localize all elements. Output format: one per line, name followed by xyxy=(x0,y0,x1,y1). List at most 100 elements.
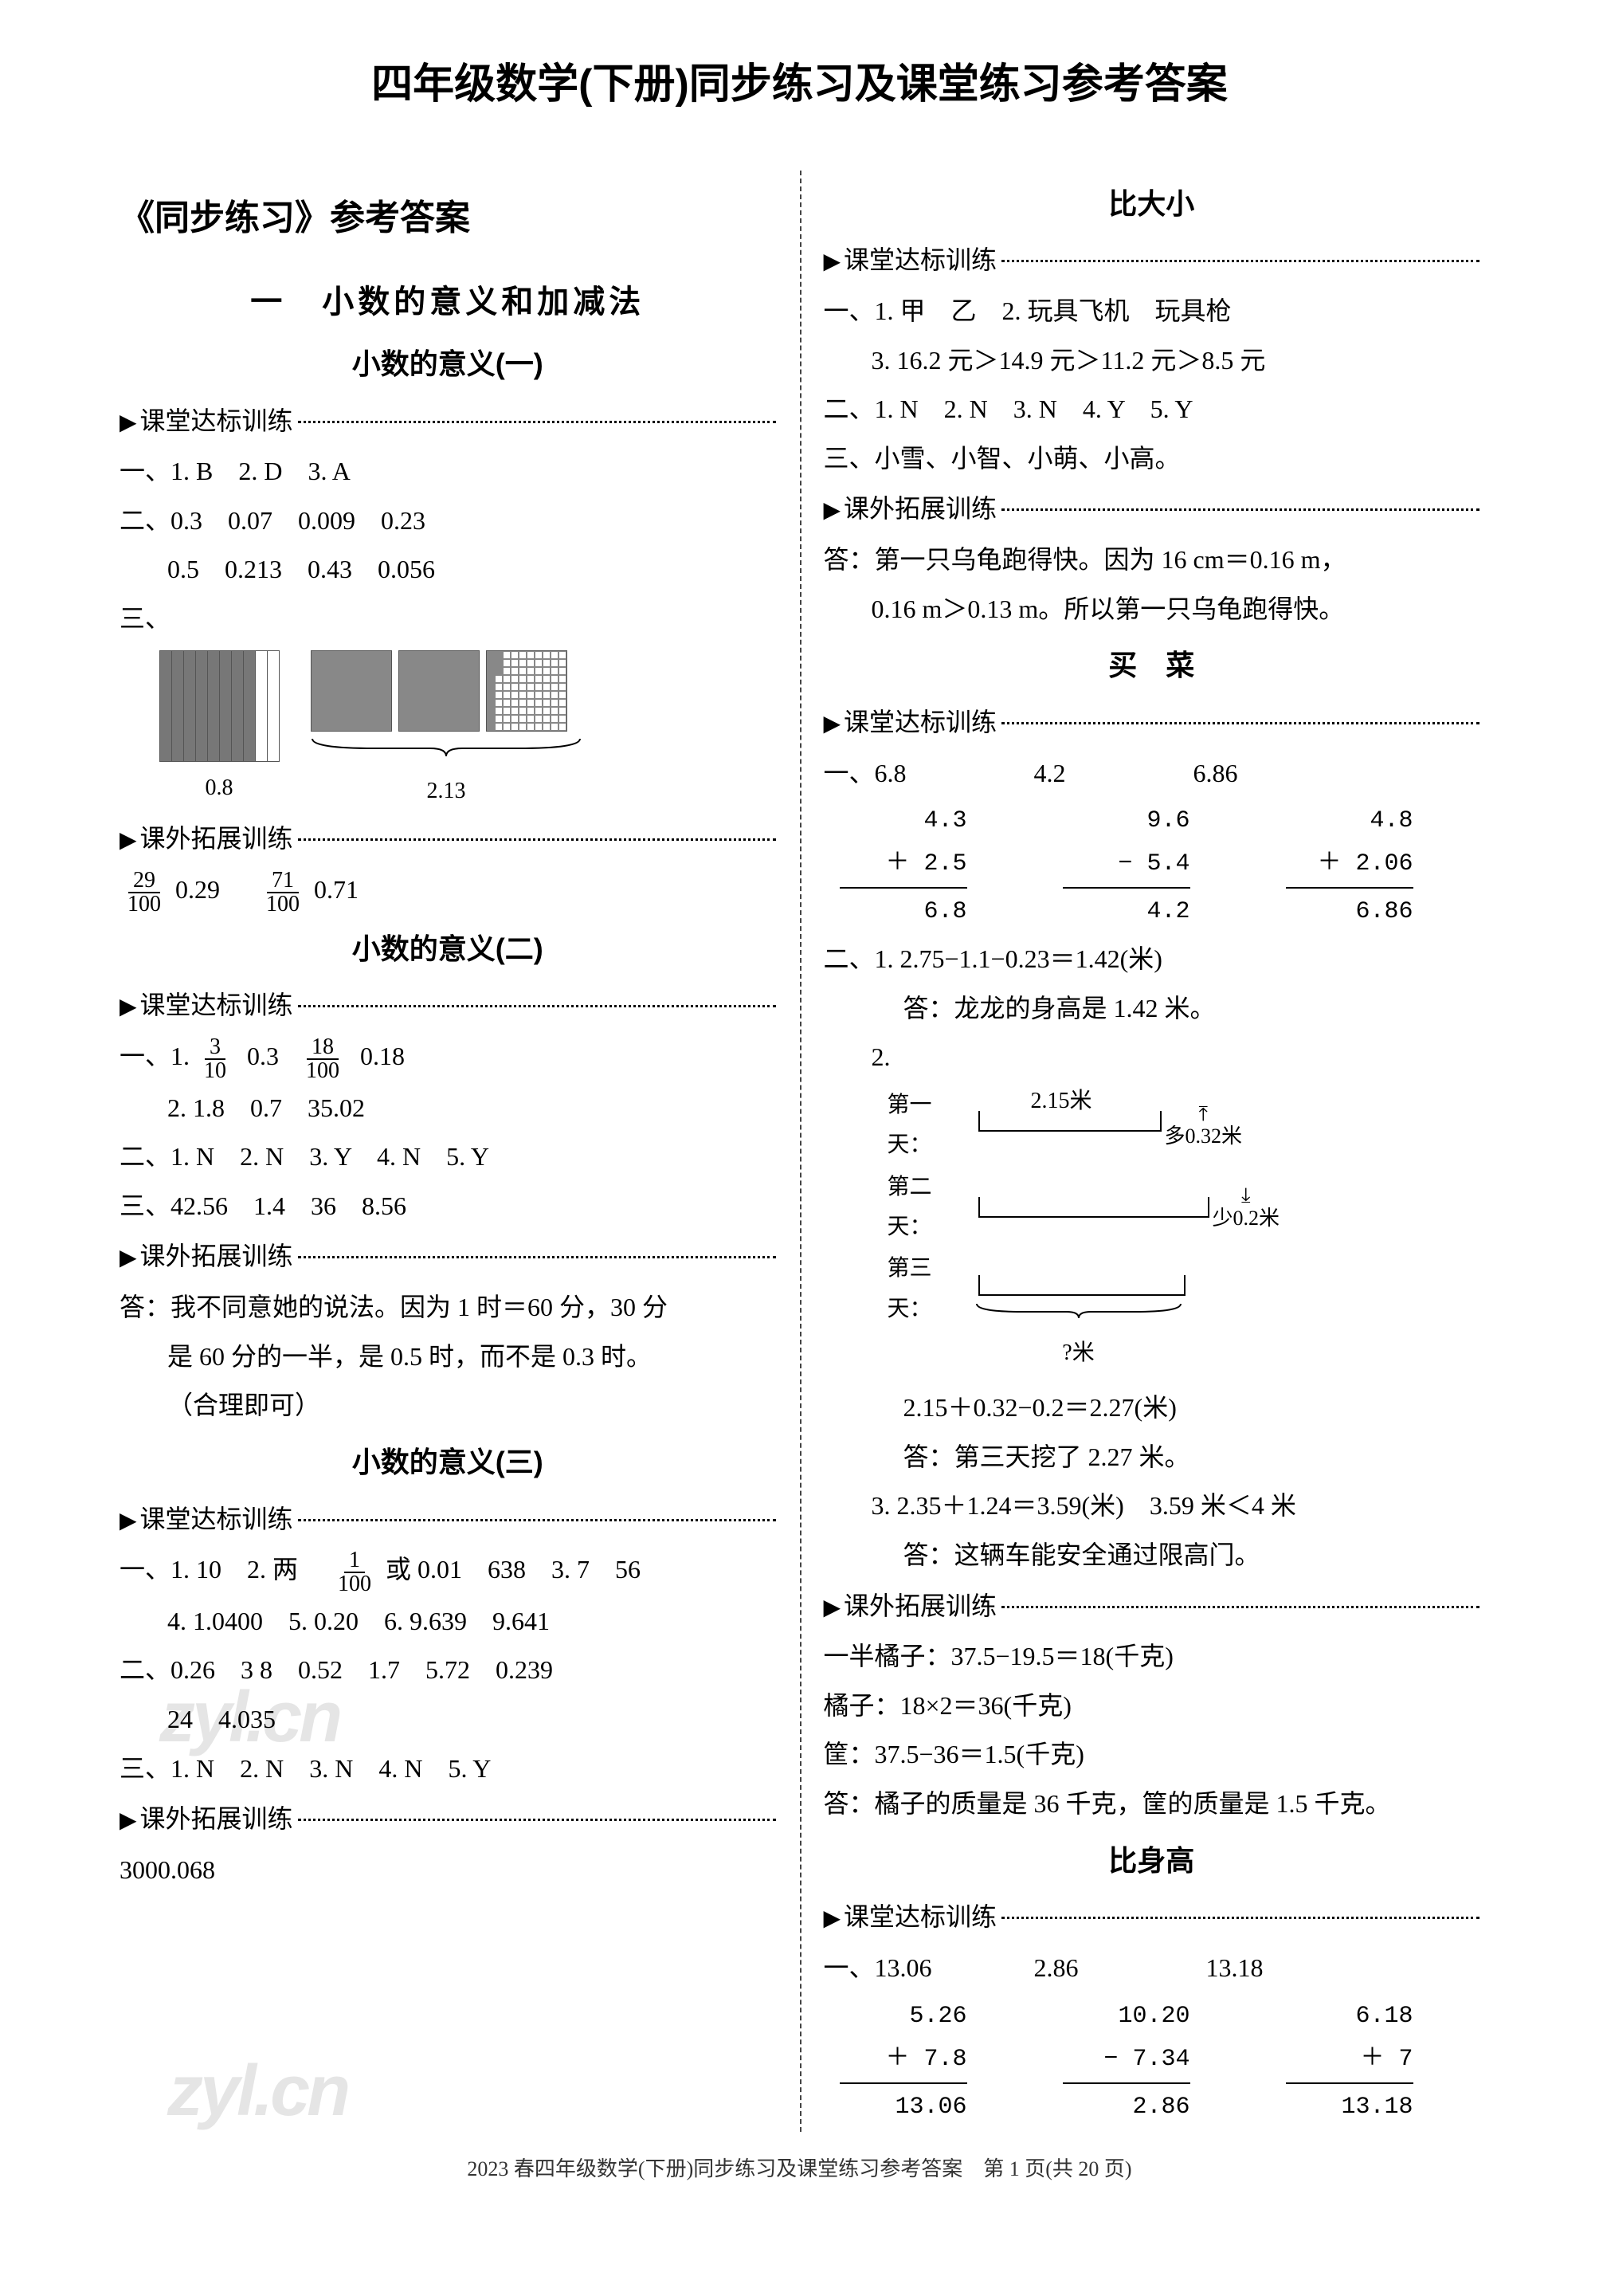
section-1-title: 小数的意义(一) xyxy=(120,339,776,391)
answer-line: 0.16 m＞0.13 m。所以第一只乌龟跑得快。 xyxy=(824,587,1480,633)
section-label: ▶ 课外拓展训练 xyxy=(120,1234,776,1280)
fraction: 310 xyxy=(199,1036,231,1082)
dot-leader xyxy=(298,421,776,423)
section-label: ▶ 课堂达标训练 xyxy=(120,398,776,445)
calc-1: 5.26＋ 7.813.06 xyxy=(840,1995,967,2129)
section-label: ▶ 课堂达标训练 xyxy=(824,237,1480,284)
answer-line: 三、小雪、小智、小萌、小高。 xyxy=(824,436,1480,482)
answer-line: 答：橘子的质量是 36 千克，筐的质量是 1.5 千克。 xyxy=(824,1781,1480,1827)
section-label: ▶ 课堂达标训练 xyxy=(824,1894,1480,1941)
length-diagram: 第一天： 2.15米 ⤒多0.32米 第二天： ⤓少0.2米 第三天： xyxy=(888,1085,1480,1329)
label-text: 课外拓展训练 xyxy=(140,1234,293,1280)
answer-line: 一、1. B 2. D 3. A xyxy=(120,449,776,495)
answer-line: 橘子：18×2＝36(千克) xyxy=(824,1683,1480,1729)
calc-2: 9.6− 5.44.2 xyxy=(1063,799,1190,933)
day3-label: 第三天： xyxy=(888,1249,975,1329)
answer-line: 答：第三天挖了 2.27 米。 xyxy=(824,1435,1480,1481)
chapter-title: 一 小数的意义和加减法 xyxy=(120,273,776,331)
page-footer: 2023 春四年级数学(下册)同步练习及课堂练习参考答案 第 1 页(共 20 … xyxy=(96,2151,1503,2188)
calc-3: 4.8＋ 2.066.86 xyxy=(1286,799,1413,933)
triangle-icon: ▶ xyxy=(824,241,841,281)
answer-line: 一、1. 甲 乙 2. 玩具飞机 玩具枪 xyxy=(824,288,1480,335)
answer-line: （合理即可） xyxy=(120,1383,776,1429)
triangle-icon: ▶ xyxy=(120,1238,137,1278)
answer-line: 一、1. 10 2. 两 1100 或 0.01 638 3. 7 56 xyxy=(120,1547,776,1595)
answer-line: 一、6.8 4.2 6.86 xyxy=(824,751,1480,797)
two-column-layout: 《同步练习》参考答案 一 小数的意义和加减法 小数的意义(一) ▶ 课堂达标训练… xyxy=(96,171,1503,2132)
section-title: 比大小 xyxy=(824,179,1480,230)
label-text: 课堂达标训练 xyxy=(140,398,293,445)
section-label: ▶ 课堂达标训练 xyxy=(120,983,776,1029)
triangle-icon: ▶ xyxy=(120,1800,137,1840)
calc-row: 5.26＋ 7.813.06 10.20− 7.342.86 6.18＋ 713… xyxy=(840,1995,1480,2129)
grid-label: 2.13 xyxy=(311,771,582,811)
triangle-icon: ▶ xyxy=(824,704,841,744)
day1-label: 第一天： xyxy=(888,1085,975,1166)
answer-line: 是 60 分的一半，是 0.5 时，而不是 0.3 时。 xyxy=(120,1334,776,1380)
answer-line: 二、1. N 2. N 3. Y 4. N 5. Y xyxy=(120,1134,776,1180)
value: 0.29 xyxy=(175,875,220,904)
answer-line: 2.15＋0.32−0.2＝2.27(米) xyxy=(824,1385,1480,1431)
fraction: 1100 xyxy=(333,1549,376,1595)
dot-leader xyxy=(1001,1917,1479,1919)
question-label: ?米 xyxy=(975,1333,1182,1373)
dot-leader xyxy=(298,1256,776,1258)
label-text: 课堂达标训练 xyxy=(140,983,293,1029)
day2-label: 第二天： xyxy=(888,1168,975,1248)
section-label: ▶ 课外拓展训练 xyxy=(824,1584,1480,1630)
answer-line: 一半橘子：37.5−19.5＝18(千克) xyxy=(824,1634,1480,1680)
label-text: 课外拓展训练 xyxy=(844,1584,997,1630)
answer-line: 二、1. 2.75−1.1−0.23＝1.42(米) xyxy=(824,936,1480,983)
left-header: 《同步练习》参考答案 xyxy=(120,186,776,249)
dot-leader xyxy=(298,838,776,841)
answer-line: 二、0.3 0.07 0.009 0.23 xyxy=(120,498,776,544)
answer-line: 答：这辆车能安全通过限高门。 xyxy=(824,1533,1480,1579)
answer-line: 三、 xyxy=(120,596,776,642)
fraction: 29100 xyxy=(123,869,166,916)
answer-line: 3. 2.35＋1.24＝3.59(米) 3.59 米＜4 米 xyxy=(824,1483,1480,1529)
section-title: 比身高 xyxy=(824,1835,1480,1887)
label-text: 课堂达标训练 xyxy=(844,1894,997,1941)
triangle-icon: ▶ xyxy=(120,987,137,1026)
section-2-title: 小数的意义(二) xyxy=(120,924,776,975)
calc-3: 6.18＋ 713.18 xyxy=(1286,1995,1413,2129)
grid-figures: 0.8 2.13 xyxy=(159,650,776,812)
label-text: 课堂达标训练 xyxy=(844,700,997,746)
triangle-icon: ▶ xyxy=(120,402,137,442)
answer-line: 二、0.26 3 8 0.52 1.7 5.72 0.239 xyxy=(120,1647,776,1694)
answer-line: 2. 1.8 0.7 35.02 xyxy=(120,1085,776,1132)
section-label: ▶ 课堂达标训练 xyxy=(120,1497,776,1543)
section-title: 买 菜 xyxy=(824,640,1480,692)
dot-leader xyxy=(1001,508,1479,511)
calc-2: 10.20− 7.342.86 xyxy=(1063,1995,1190,2129)
fraction: 18100 xyxy=(301,1036,344,1082)
answer-line: 24 4.035 xyxy=(120,1697,776,1743)
grid-label: 0.8 xyxy=(159,768,279,808)
section-label: ▶ 课外拓展训练 xyxy=(824,486,1480,532)
label-text: 课外拓展训练 xyxy=(140,1796,293,1843)
section-label: ▶ 课外拓展训练 xyxy=(120,816,776,862)
section-label: ▶ 课外拓展训练 xyxy=(120,1796,776,1843)
grid-brace: 2.13 xyxy=(311,732,582,812)
grid-0.8: 0.8 xyxy=(159,650,279,808)
right-column: 比大小 ▶ 课堂达标训练 一、1. 甲 乙 2. 玩具飞机 玩具枪 3. 16.… xyxy=(800,171,1504,2132)
answer-line: 三、42.56 1.4 36 8.56 xyxy=(120,1183,776,1230)
page-title: 四年级数学(下册)同步练习及课堂练习参考答案 xyxy=(96,48,1503,123)
answer-line: 答：第一只乌龟跑得快。因为 16 cm＝0.16 m， xyxy=(824,537,1480,583)
dot-leader xyxy=(298,1819,776,1821)
answer-line: 3000.068 xyxy=(120,1847,776,1894)
label-text: 课外拓展训练 xyxy=(140,816,293,862)
day1-value: 2.15米 xyxy=(1031,1081,1092,1121)
watermark: zyl.cn xyxy=(167,2027,347,2156)
triangle-icon: ▶ xyxy=(120,1501,137,1540)
label-text: 课堂达标训练 xyxy=(844,237,997,284)
value: 0.71 xyxy=(314,875,359,904)
dot-leader xyxy=(1001,1606,1479,1608)
label-text: 课堂达标训练 xyxy=(140,1497,293,1543)
answer-line: 一、13.06 2.86 13.18 xyxy=(824,1945,1480,1992)
answer-line: 4. 1.0400 5. 0.20 6. 9.639 9.641 xyxy=(120,1599,776,1645)
triangle-icon: ▶ xyxy=(824,1588,841,1627)
answer-line: 三、1. N 2. N 3. N 4. N 5. Y xyxy=(120,1746,776,1792)
triangle-icon: ▶ xyxy=(824,1898,841,1938)
fraction-line: 29100 0.29 71100 0.71 xyxy=(120,867,776,916)
